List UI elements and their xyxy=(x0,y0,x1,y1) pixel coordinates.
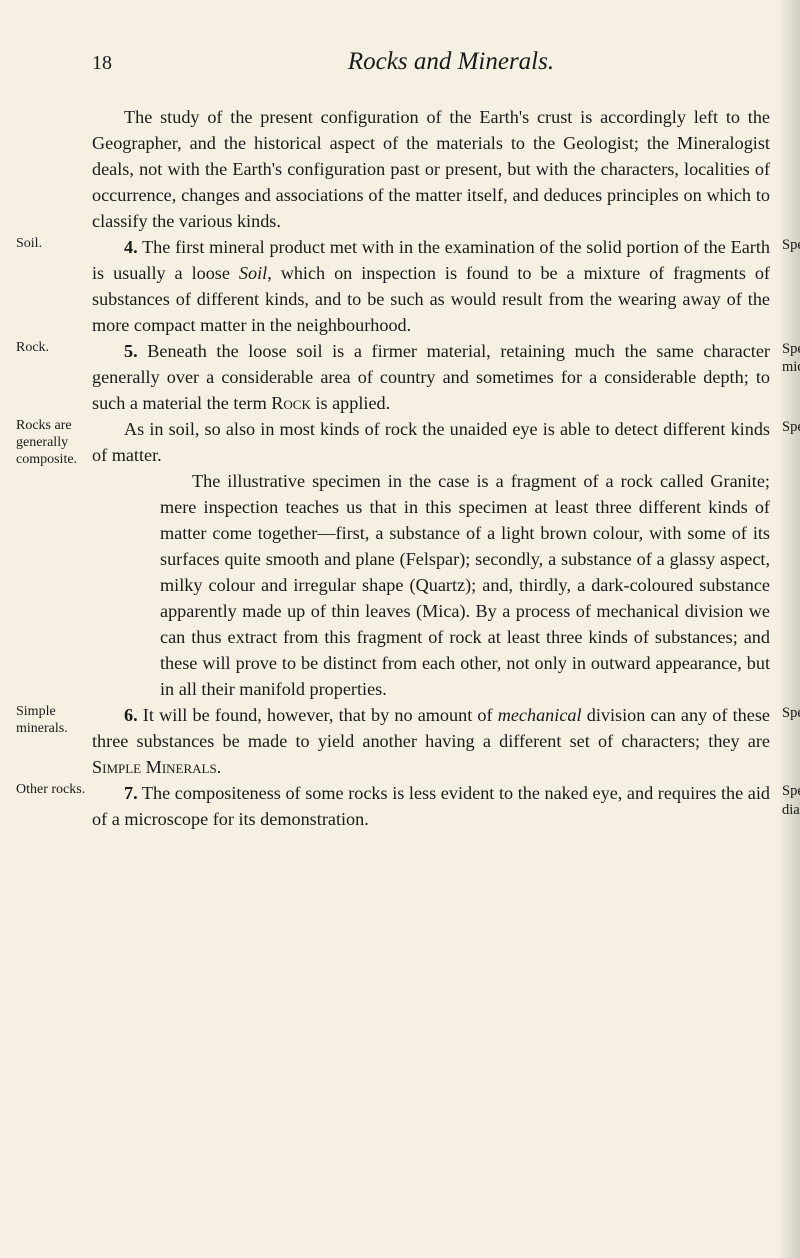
page-container: 18 Rocks and Minerals. The study of the … xyxy=(0,0,800,872)
paragraph-4: 4. The first mineral product met with in… xyxy=(92,234,770,338)
margin-label-rock: Rock. xyxy=(16,340,86,357)
para-6-text: It will be found, however, that by no am… xyxy=(92,705,770,777)
paragraph-5b: As in soil, so also in most kinds of roc… xyxy=(92,416,770,468)
margin-label-soil: Soil. xyxy=(16,236,86,253)
section-5: Rock. Specimen of mica-schist. 5. Beneat… xyxy=(92,338,770,416)
para-4-text: The first mineral product met with in th… xyxy=(92,237,770,335)
page-header: 18 Rocks and Minerals. xyxy=(92,48,770,76)
para-7-text: The compositeness of some rocks is less … xyxy=(92,783,770,829)
section-6: Simple minerals. Specimens. 6. It will b… xyxy=(92,702,770,780)
para-num-4: 4. xyxy=(124,237,138,257)
section-7: Other rocks. Specimen of diabase. 7. The… xyxy=(92,780,770,832)
margin-label-rocks-are: Rocks are generally composite. xyxy=(16,418,86,468)
margin-label-other: Other rocks. xyxy=(16,782,86,799)
para-num-5: 5. xyxy=(124,341,138,361)
paragraph-intro: The study of the present configuration o… xyxy=(92,104,770,234)
page-edge-shadow xyxy=(778,0,800,1258)
paragraph-6: 6. It will be found, however, that by no… xyxy=(92,702,770,780)
para-num-6: 6. xyxy=(124,705,138,725)
para-num-7: 7. xyxy=(124,783,138,803)
paragraph-7: 7. The compositeness of some rocks is le… xyxy=(92,780,770,832)
margin-label-simple: Simple minerals. xyxy=(16,704,86,738)
paragraph-sub: The illustrative specimen in the case is… xyxy=(160,468,770,702)
chapter-title: Rocks and Minerals. xyxy=(132,48,770,76)
para-5-text: Beneath the loose soil is a firmer mater… xyxy=(92,341,770,413)
page-content: The study of the present configuration o… xyxy=(92,104,770,832)
section-5b: Rocks are generally composite. Specimen.… xyxy=(92,416,770,468)
section-4: Soil. Specimen. 4. The first mineral pro… xyxy=(92,234,770,338)
page-number: 18 xyxy=(92,52,112,75)
paragraph-5: 5. Beneath the loose soil is a firmer ma… xyxy=(92,338,770,416)
